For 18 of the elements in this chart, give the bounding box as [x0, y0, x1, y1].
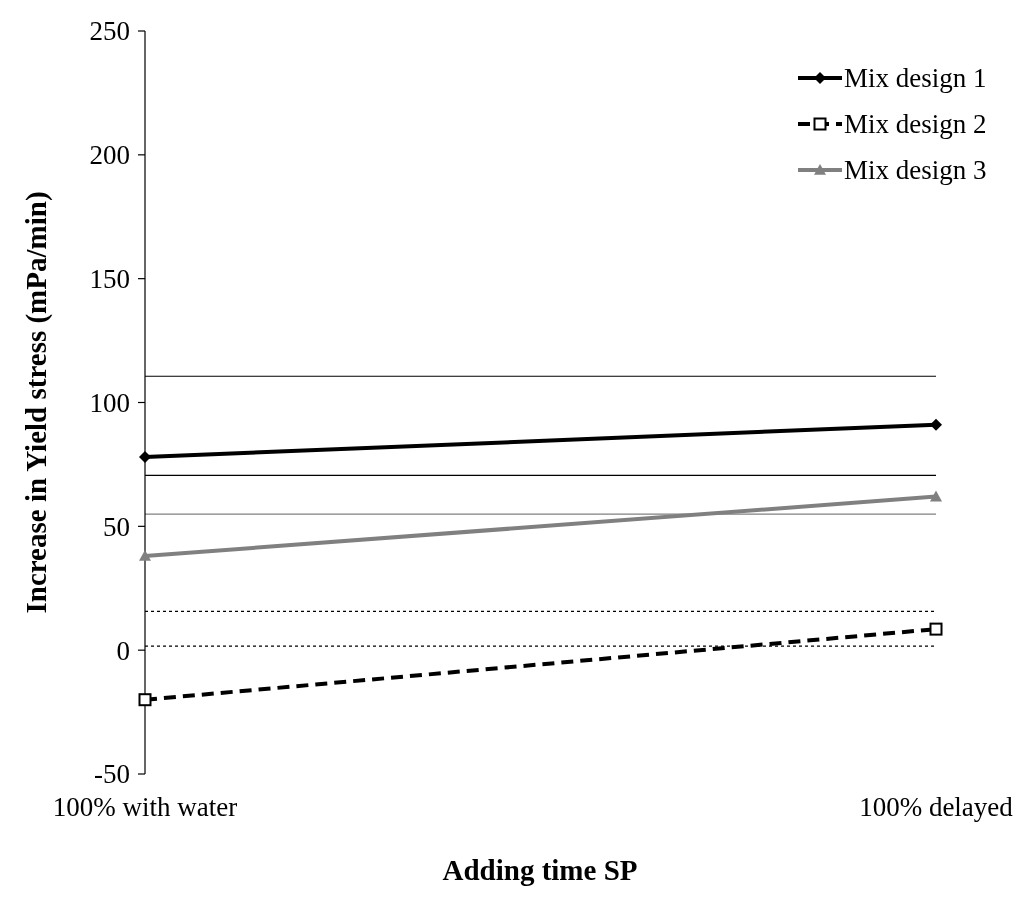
- y-axis-title: Increase in Yield stress (mPa/min): [20, 191, 53, 614]
- y-tick-label: -50: [94, 759, 130, 790]
- y-tick-label: 0: [116, 635, 130, 666]
- x-tick-label: 100% with water: [52, 792, 238, 822]
- x-axis-title: Adding time SP: [442, 854, 638, 886]
- legend-label: Mix design 1: [844, 63, 987, 94]
- point: [138, 693, 152, 707]
- x-tick-label: 100% delayed: [859, 792, 1014, 822]
- y-tick-label: 250: [89, 16, 130, 47]
- point: [139, 450, 151, 463]
- legend-label: Mix design 2: [844, 109, 987, 140]
- legend-label: Mix design 3: [844, 155, 987, 186]
- y-tick-label: 100: [89, 387, 130, 418]
- y-tick-label: 200: [89, 140, 130, 171]
- point: [929, 622, 943, 636]
- y-tick-label: 50: [103, 511, 130, 542]
- point: [930, 418, 942, 431]
- y-tick-label: 150: [89, 264, 130, 295]
